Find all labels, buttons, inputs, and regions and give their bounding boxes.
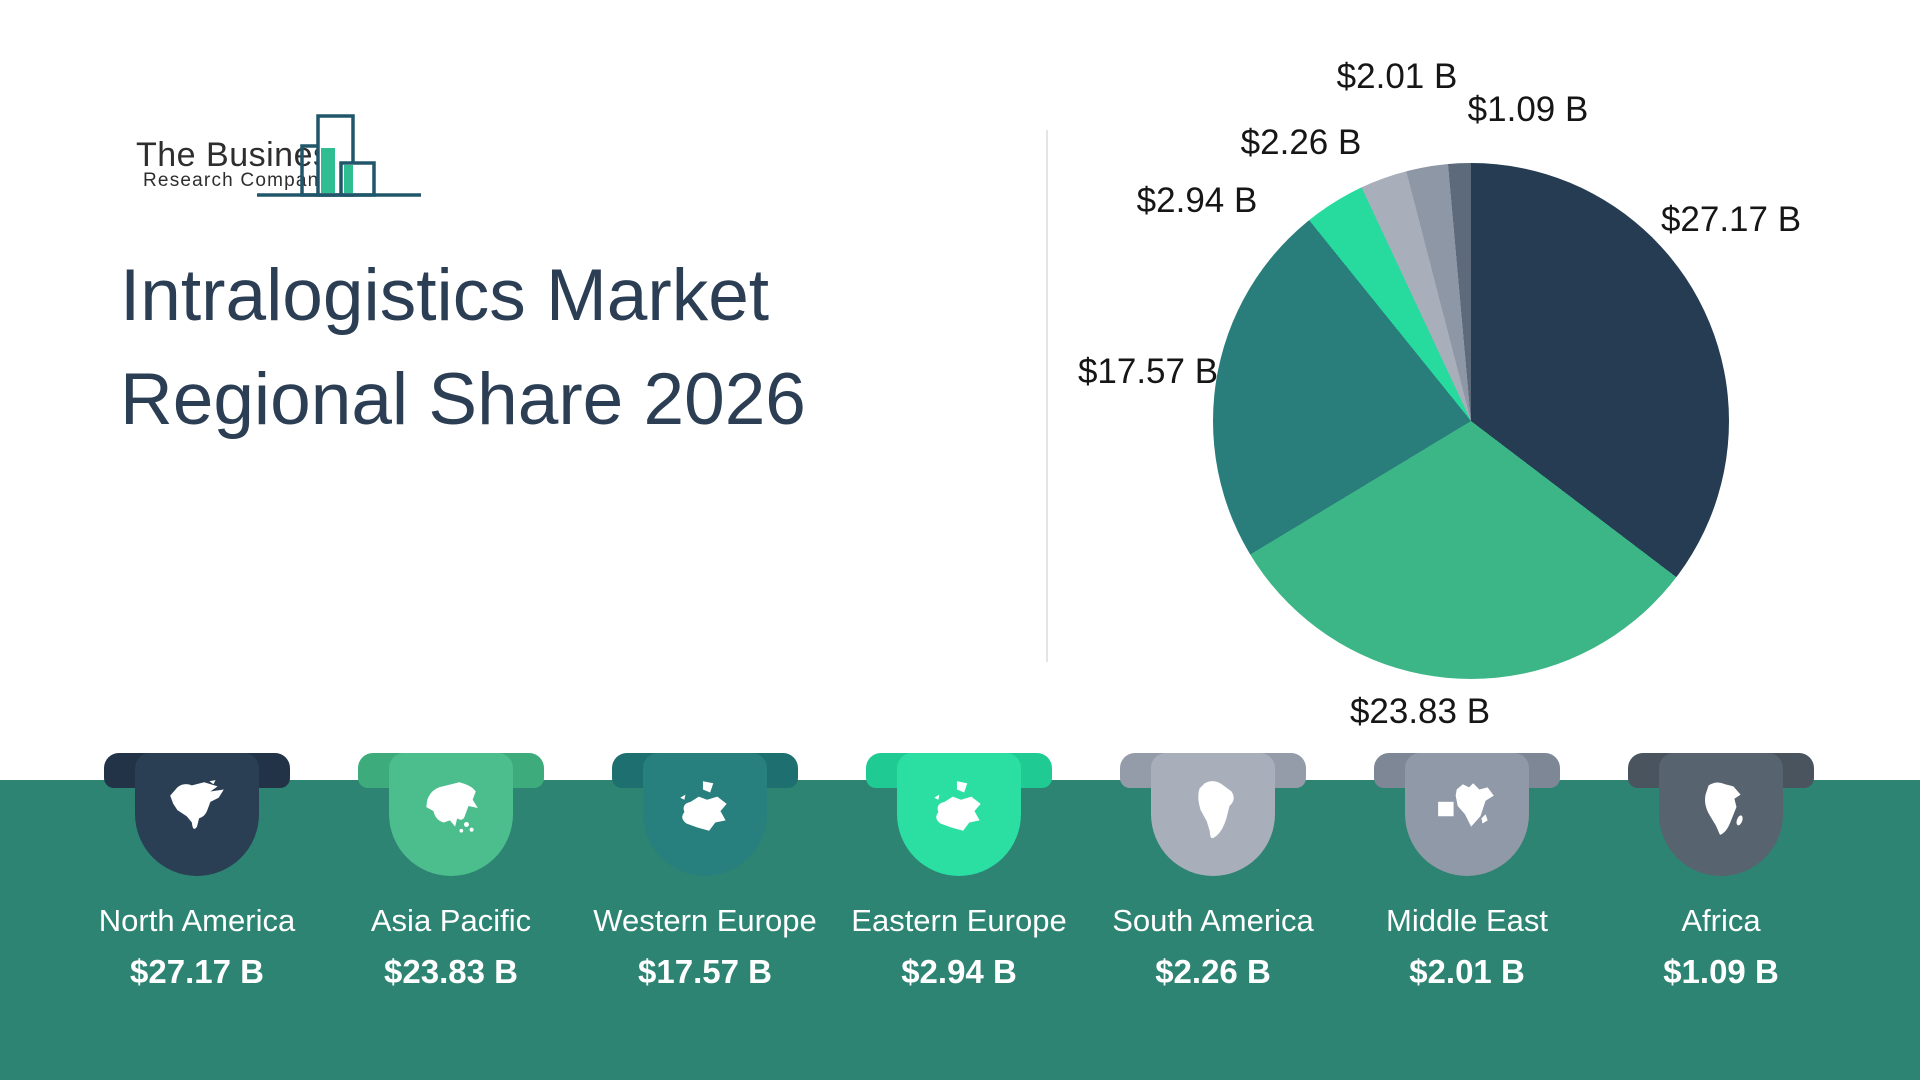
asia-pacific-icon — [426, 782, 478, 833]
logo-text-line1: The Business — [136, 136, 348, 174]
brand-logo: The Business Research Company — [130, 100, 460, 200]
legend-item-western-europe: Western Europe $17.57 B — [578, 753, 832, 1053]
title-line2: Regional Share 2026 — [120, 359, 806, 440]
legend-region-name: Eastern Europe — [851, 903, 1067, 938]
north-america-icon — [170, 780, 224, 829]
europe-icon — [680, 781, 727, 831]
legend-region-name: Asia Pacific — [370, 903, 532, 938]
legend-region-name: North America — [98, 903, 296, 938]
bar-chart-logo-icon — [257, 114, 421, 197]
europe-icon — [934, 781, 981, 831]
title-line1: Intralogistics Market — [120, 255, 770, 336]
legend-item-eastern-europe: Eastern Europe $2.94 B — [832, 753, 1086, 1053]
logo-text-line2: Research Company — [143, 170, 331, 191]
badge-capsule — [643, 753, 767, 876]
legend-region-name: Western Europe — [593, 903, 817, 938]
legend-region-name: South America — [1112, 903, 1314, 938]
south-america-icon — [1198, 781, 1234, 839]
badge-capsule — [135, 753, 259, 876]
pie-label-south-america: $2.26 B — [1240, 123, 1362, 162]
legend-region-value: $23.83 B — [384, 953, 518, 990]
legend-region-value: $1.09 B — [1663, 953, 1779, 990]
legend-region-name: Africa — [1681, 903, 1761, 938]
legend-region-name: Middle East — [1386, 903, 1548, 938]
pie-label-north-america: $27.17 B — [1660, 200, 1802, 239]
pie-label-eastern-europe: $2.94 B — [1136, 181, 1258, 220]
legend-region-value: $27.17 B — [130, 953, 264, 990]
pie-label-middle-east: $2.01 B — [1336, 57, 1458, 96]
legend-item-north-america: North America $27.17 B — [70, 753, 324, 1053]
section-divider — [1046, 130, 1048, 662]
legend-region-value: $2.26 B — [1155, 953, 1271, 990]
legend-region-value: $2.94 B — [901, 953, 1017, 990]
legend-item-south-america: South America $2.26 B — [1086, 753, 1340, 1053]
legend-item-asia-pacific: Asia Pacific $23.83 B — [324, 753, 578, 1053]
africa-icon — [1705, 782, 1743, 835]
pie-chart — [1213, 163, 1729, 679]
pie-label-western-europe: $17.57 B — [1077, 352, 1219, 391]
badge-capsule — [1151, 753, 1275, 876]
pie-label-africa: $1.09 B — [1467, 90, 1589, 129]
middle-east-icon — [1438, 783, 1494, 827]
badge-capsule — [389, 753, 513, 876]
pie-label-asia-pacific: $23.83 B — [1349, 692, 1491, 731]
badge-capsule — [1659, 753, 1783, 876]
page-title: Intralogistics Market Regional Share 202… — [120, 244, 806, 452]
legend-region-value: $17.57 B — [638, 953, 772, 990]
badge-capsule — [897, 753, 1021, 876]
legend-item-africa: Africa $1.09 B — [1594, 753, 1848, 1053]
legend-region-value: $2.01 B — [1409, 953, 1525, 990]
legend-item-middle-east: Middle East $2.01 B — [1340, 753, 1594, 1053]
badge-capsule — [1405, 753, 1529, 876]
